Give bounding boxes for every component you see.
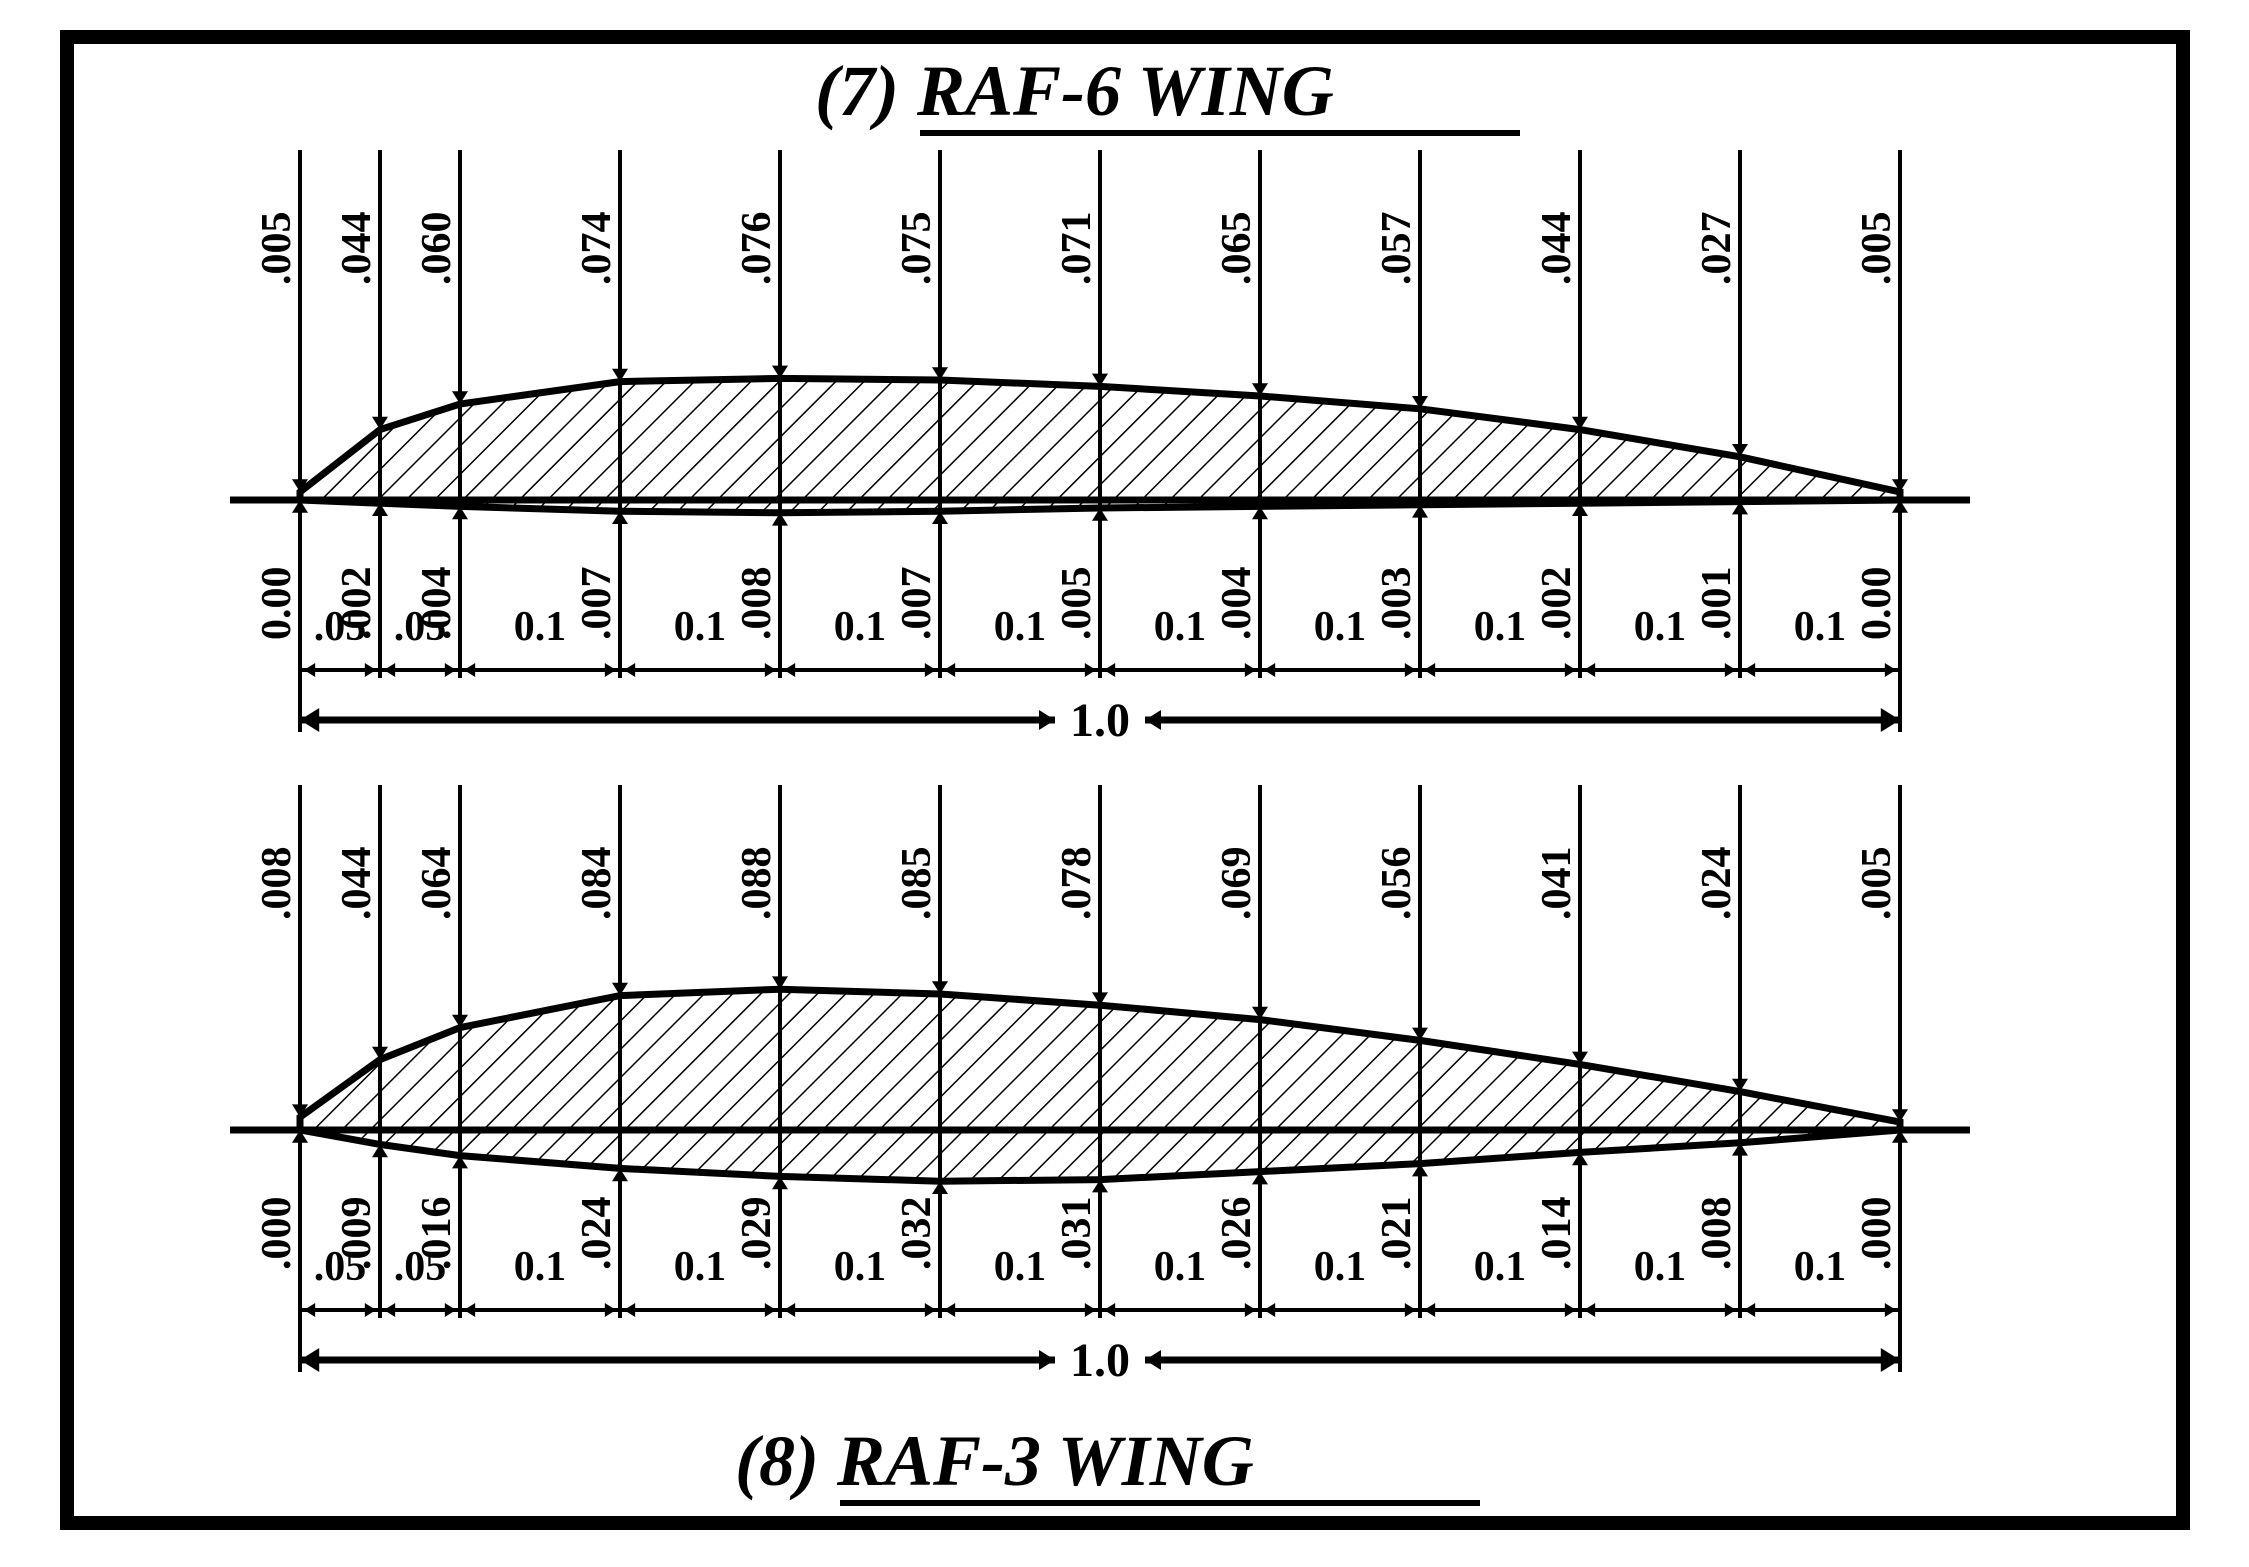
svg-text:.000: .000	[254, 1197, 300, 1271]
svg-text:.05: .05	[314, 1244, 367, 1290]
svg-text:.05: .05	[394, 1244, 447, 1290]
svg-text:.003: .003	[1374, 567, 1420, 641]
svg-text:0.1: 0.1	[1794, 604, 1847, 650]
svg-text:.056: .056	[1374, 847, 1420, 921]
svg-text:.032: .032	[894, 1197, 940, 1271]
svg-text:.024: .024	[574, 1197, 620, 1271]
diagram-svg: .005 0.00 .044 .002 .060 .004 .074 .007 .076 .008…	[0, 0, 2249, 1567]
svg-text:0.1: 0.1	[1314, 604, 1367, 650]
svg-text:0.1: 0.1	[674, 604, 727, 650]
svg-text:.069: .069	[1214, 847, 1260, 921]
svg-text:0.1: 0.1	[1794, 1244, 1847, 1290]
svg-text:0.1: 0.1	[834, 1244, 887, 1290]
svg-text:.076: .076	[734, 212, 780, 286]
svg-text:.065: .065	[1214, 212, 1260, 286]
svg-text:0.1: 0.1	[994, 1244, 1047, 1290]
svg-text:.044: .044	[334, 847, 380, 921]
svg-text:0.00: 0.00	[1854, 567, 1900, 641]
svg-text:.075: .075	[894, 212, 940, 286]
svg-text:0.1: 0.1	[514, 604, 567, 650]
svg-text:.008: .008	[1694, 1197, 1740, 1271]
svg-text:0.00: 0.00	[254, 567, 300, 641]
svg-text:0.1: 0.1	[1634, 1244, 1687, 1290]
svg-text:.004: .004	[1214, 567, 1260, 641]
svg-text:.008: .008	[254, 847, 300, 921]
svg-text:0.1: 0.1	[994, 604, 1047, 650]
svg-text:.044: .044	[1534, 212, 1580, 286]
svg-text:.05: .05	[314, 604, 367, 650]
svg-text:.005: .005	[1054, 567, 1100, 641]
svg-text:.002: .002	[1534, 567, 1580, 641]
svg-text:.078: .078	[1054, 847, 1100, 921]
svg-text:.041: .041	[1534, 847, 1580, 921]
svg-text:.05: .05	[394, 604, 447, 650]
svg-text:.021: .021	[1374, 1197, 1420, 1271]
svg-text:.088: .088	[734, 847, 780, 921]
svg-text:.064: .064	[414, 847, 460, 921]
svg-text:.000: .000	[1854, 1197, 1900, 1271]
svg-text:.005: .005	[1854, 847, 1900, 921]
svg-text:0.1: 0.1	[514, 1244, 567, 1290]
svg-text:.084: .084	[574, 847, 620, 921]
svg-text:0.1: 0.1	[1634, 604, 1687, 650]
svg-text:.024: .024	[1694, 847, 1740, 921]
svg-text:1.0: 1.0	[1070, 694, 1130, 747]
svg-text:.074: .074	[574, 212, 620, 286]
svg-text:0.1: 0.1	[1154, 604, 1207, 650]
svg-text:.027: .027	[1694, 212, 1740, 286]
svg-text:.005: .005	[254, 212, 300, 286]
svg-text:.001: .001	[1694, 567, 1740, 641]
svg-text:.026: .026	[1214, 1197, 1260, 1271]
svg-text:1.0: 1.0	[1070, 1334, 1130, 1387]
svg-text:.029: .029	[734, 1197, 780, 1271]
svg-text:0.1: 0.1	[1474, 1244, 1527, 1290]
svg-text:.085: .085	[894, 847, 940, 921]
page: (7) RAF-6 WING (8) RAF-3 WING .0050.00.0…	[0, 0, 2249, 1567]
svg-text:0.1: 0.1	[674, 1244, 727, 1290]
svg-text:0.1: 0.1	[834, 604, 887, 650]
svg-text:0.1: 0.1	[1474, 604, 1527, 650]
svg-text:.044: .044	[334, 212, 380, 286]
svg-text:.007: .007	[574, 567, 620, 641]
svg-text:.008: .008	[734, 567, 780, 641]
svg-text:.005: .005	[1854, 212, 1900, 286]
svg-text:.057: .057	[1374, 212, 1420, 286]
svg-text:.007: .007	[894, 567, 940, 641]
svg-text:.071: .071	[1054, 212, 1100, 286]
svg-text:.060: .060	[414, 212, 460, 286]
svg-text:0.1: 0.1	[1314, 1244, 1367, 1290]
svg-text:.014: .014	[1534, 1197, 1580, 1271]
svg-text:0.1: 0.1	[1154, 1244, 1207, 1290]
svg-text:.031: .031	[1054, 1197, 1100, 1271]
